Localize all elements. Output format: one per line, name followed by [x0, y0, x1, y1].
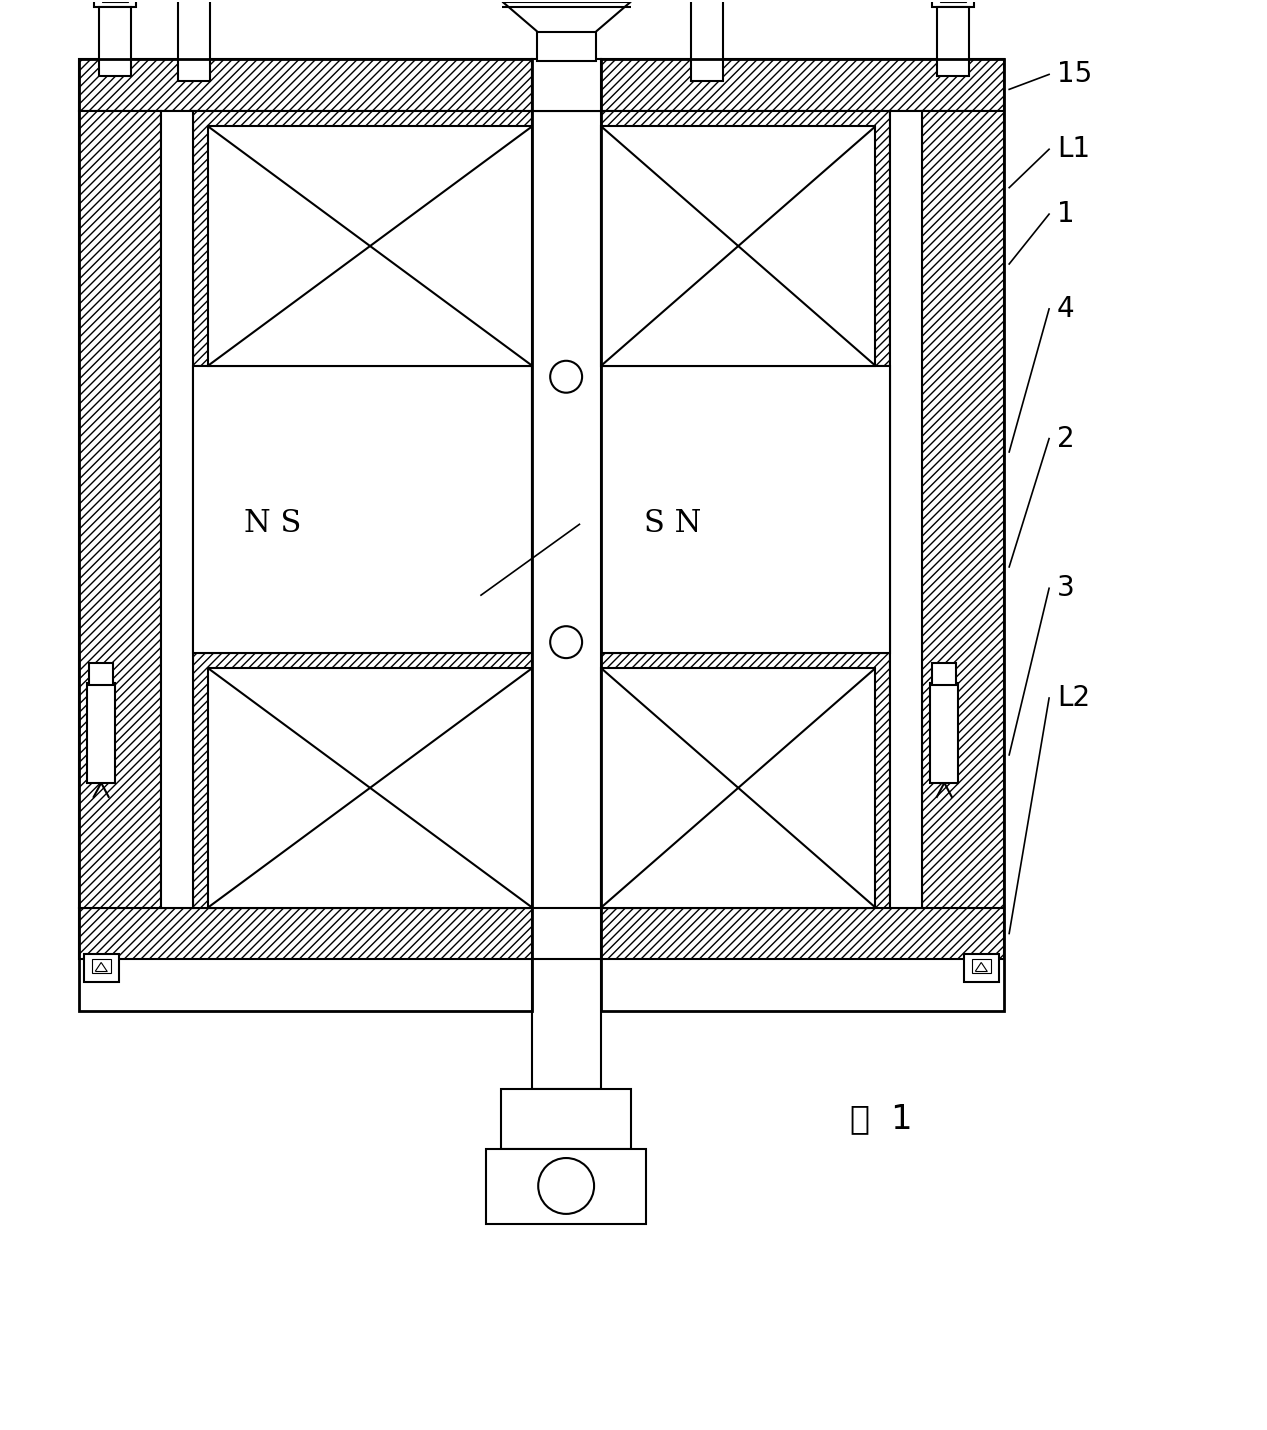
Bar [80, 112, 161, 908]
Bar [972, 960, 991, 974]
Bar [601, 908, 1005, 960]
Bar [80, 908, 532, 960]
Text: L1: L1 [1057, 136, 1090, 163]
Text: 2: 2 [1057, 425, 1074, 453]
Text: S N: S N [645, 508, 702, 539]
Circle shape [550, 360, 582, 393]
Bar [89, 664, 113, 685]
Text: 3: 3 [1057, 575, 1074, 602]
Bar [938, 7, 969, 76]
Bar [537, 31, 595, 61]
Bar [84, 954, 119, 982]
Bar [601, 126, 875, 366]
Text: N S: N S [243, 508, 302, 539]
Bar [601, 654, 891, 908]
Bar [933, 0, 974, 7]
Bar [532, 960, 601, 1090]
Text: 1: 1 [1057, 200, 1074, 229]
Bar [691, 0, 722, 82]
Bar [99, 7, 131, 76]
Bar [193, 366, 532, 654]
Bar [80, 60, 532, 1011]
Bar [92, 960, 111, 974]
Bar [487, 1150, 646, 1224]
Bar [601, 112, 891, 366]
Bar [193, 654, 532, 908]
Bar [940, 0, 967, 1]
Bar [208, 126, 532, 366]
Text: L2: L2 [1057, 684, 1090, 712]
Bar [193, 112, 532, 366]
Bar [94, 0, 136, 7]
Bar [601, 668, 875, 908]
Bar [930, 684, 958, 782]
Text: 15: 15 [1057, 60, 1092, 89]
Bar [964, 954, 1000, 982]
Bar [532, 60, 601, 112]
Bar [601, 366, 891, 654]
Bar [161, 112, 193, 908]
Circle shape [550, 626, 582, 658]
Circle shape [538, 1158, 594, 1214]
Bar [87, 684, 115, 782]
Bar [208, 668, 532, 908]
Text: 图  1: 图 1 [850, 1103, 912, 1135]
Bar [601, 60, 1005, 1011]
Bar [933, 664, 957, 685]
Text: 4: 4 [1057, 295, 1074, 323]
Bar [80, 60, 532, 112]
Bar [103, 0, 128, 1]
Bar [922, 112, 1005, 908]
Bar [601, 60, 1005, 112]
Bar [177, 0, 210, 82]
Bar [891, 112, 922, 908]
Bar [532, 112, 601, 908]
Bar [502, 1090, 631, 1150]
